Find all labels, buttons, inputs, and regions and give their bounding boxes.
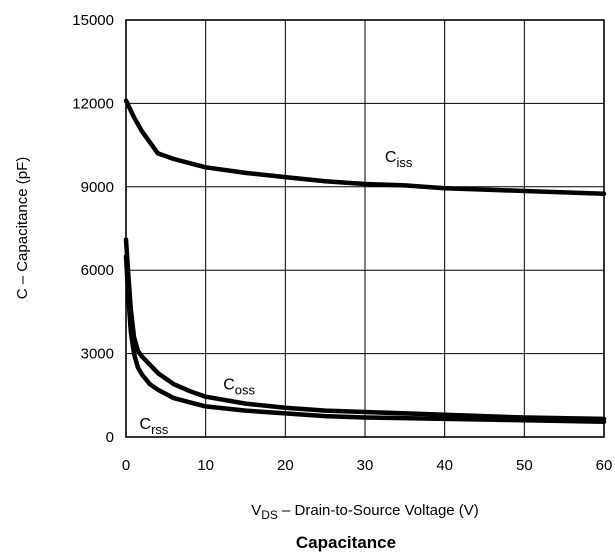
y-tick-label: 3000 [81,346,114,363]
x-axis-label-sub: DS [261,508,278,522]
grid [125,19,605,438]
x-tick-label: 0 [122,457,130,474]
series-label-main: C [140,416,152,433]
series-label-main: C [385,149,397,166]
series-label-rss: Crss [140,416,169,437]
y-tick-label: 15000 [72,12,114,29]
y-tick-label: 12000 [72,95,114,112]
series-label-main: C [223,377,235,394]
x-tick-label: 60 [596,457,613,474]
series-label-sub: iss [396,155,412,170]
y-axis-label: C – Capacitance (pF) [14,157,31,300]
y-tick-label: 9000 [81,179,114,196]
chart-title: Capacitance [296,533,396,552]
x-axis-label-main: V [251,502,261,519]
x-tick-label: 10 [197,457,214,474]
series-line-oss [123,237,607,422]
y-tick-labels: 0 3000 6000 9000 12000 15000 [72,12,114,446]
series-label-oss: Coss [223,377,255,398]
series-lines [123,98,607,424]
x-axis-label-rest: – Drain-to-Source Voltage (V) [278,502,479,519]
series-label-iss: Ciss [385,149,413,170]
series-label-sub: rss [151,422,169,437]
x-tick-label: 30 [357,457,374,474]
x-tick-label: 50 [516,457,533,474]
series-line-iss [123,98,607,196]
series-label-sub: oss [235,383,256,398]
y-tick-label: 6000 [81,262,114,279]
y-tick-label: 0 [106,429,114,446]
x-tick-labels: 0 10 20 30 40 50 60 [122,457,613,474]
series-line-rss [123,254,607,424]
plot-frame [125,19,605,438]
x-tick-label: 40 [436,457,453,474]
x-tick-label: 20 [277,457,294,474]
x-axis-label: VDS – Drain-to-Source Voltage (V) [251,502,479,522]
